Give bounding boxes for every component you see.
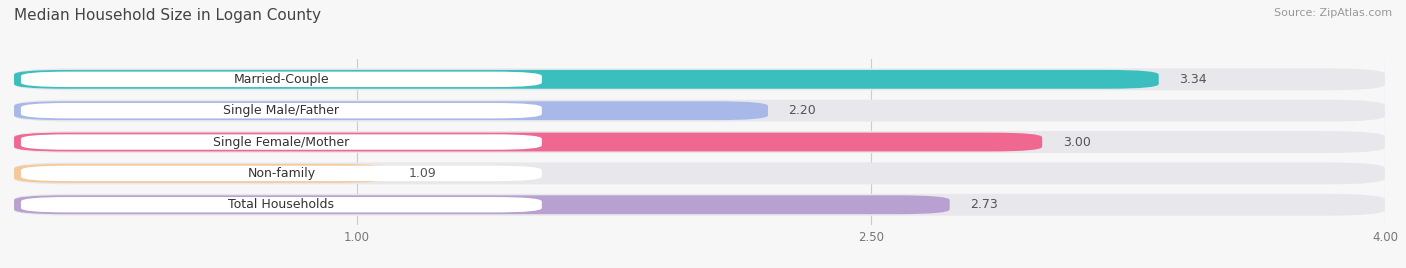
Text: 1.09: 1.09 [408, 167, 436, 180]
Text: Single Male/Father: Single Male/Father [224, 104, 339, 117]
FancyBboxPatch shape [14, 164, 388, 183]
Text: Married-Couple: Married-Couple [233, 73, 329, 86]
FancyBboxPatch shape [21, 103, 541, 118]
Text: Total Households: Total Households [228, 198, 335, 211]
Text: 2.73: 2.73 [970, 198, 998, 211]
Text: Non-family: Non-family [247, 167, 315, 180]
FancyBboxPatch shape [14, 133, 1042, 151]
FancyBboxPatch shape [14, 70, 1159, 89]
Text: 2.20: 2.20 [789, 104, 817, 117]
FancyBboxPatch shape [21, 166, 541, 181]
FancyBboxPatch shape [21, 72, 541, 87]
FancyBboxPatch shape [21, 197, 541, 213]
Text: Single Female/Mother: Single Female/Mother [214, 136, 350, 148]
FancyBboxPatch shape [14, 162, 1385, 184]
FancyBboxPatch shape [14, 100, 1385, 122]
FancyBboxPatch shape [14, 195, 949, 214]
FancyBboxPatch shape [14, 194, 1385, 216]
FancyBboxPatch shape [21, 134, 541, 150]
Text: 3.00: 3.00 [1063, 136, 1091, 148]
Text: Median Household Size in Logan County: Median Household Size in Logan County [14, 8, 321, 23]
Text: 3.34: 3.34 [1180, 73, 1206, 86]
FancyBboxPatch shape [14, 131, 1385, 153]
FancyBboxPatch shape [14, 101, 768, 120]
FancyBboxPatch shape [14, 68, 1385, 90]
Text: Source: ZipAtlas.com: Source: ZipAtlas.com [1274, 8, 1392, 18]
